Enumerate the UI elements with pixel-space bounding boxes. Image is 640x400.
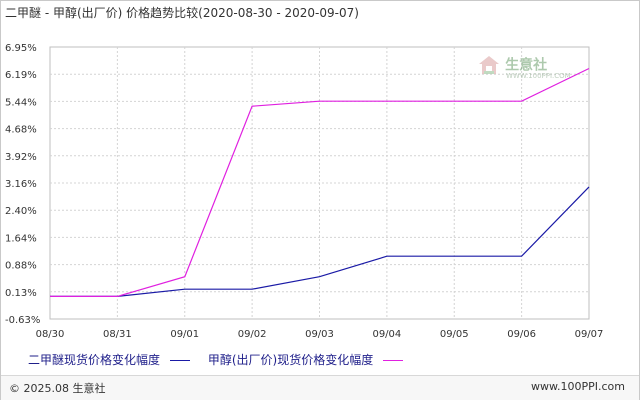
chart-title: 二甲醚 - 甲醇(出厂价) 价格趋势比较(2020-08-30 - 2020-0… (5, 6, 359, 20)
x-tick-label: 09/05 (440, 329, 469, 340)
y-tick-label: 4.68% (5, 125, 37, 136)
y-tick-label: 1.64% (5, 233, 37, 244)
y-tick-label: 3.16% (5, 179, 37, 190)
legend-item-2: 甲醇(出厂价)现货价格变化幅度 (207, 351, 404, 368)
x-tick-label: 09/06 (507, 329, 536, 340)
house-logo-icon (479, 55, 499, 74)
y-tick-label: 6.19% (5, 70, 37, 81)
x-tick-label: 08/30 (36, 329, 65, 340)
legend-label-1: 二甲醚现货价格变化幅度 (28, 353, 161, 367)
x-axis-ticks: 08/30 08/31 09/01 09/02 09/03 09/04 09/05 09/06… (36, 329, 604, 340)
y-tick-label: 2.40% (5, 206, 37, 217)
footer: © 2025.08 生意社 www.100PPI.com (1, 375, 639, 400)
legend-line-1 (170, 360, 191, 361)
y-tick-label: 0.13% (5, 288, 37, 299)
y-tick-label: 6.95% (5, 43, 37, 54)
watermark-text: 生意社 (505, 57, 548, 74)
x-tick-label: 08/31 (103, 329, 132, 340)
site-url-link[interactable]: www.100PPI.com (531, 380, 625, 393)
legend: 二甲醚现货价格变化幅度 甲醇(出厂价)现货价格变化幅度 (28, 351, 417, 368)
x-tick-label: 09/03 (305, 329, 334, 340)
series-line-2 (50, 67, 590, 297)
legend-item-1: 二甲醚现货价格变化幅度 (28, 351, 191, 368)
series-line-1 (50, 186, 590, 297)
y-tick-label: -0.63% (5, 315, 40, 326)
y-tick-label: 3.92% (5, 152, 37, 163)
grid (49, 46, 590, 320)
series-lines (50, 67, 590, 297)
legend-label-2: 甲醇(出厂价)现货价格变化幅度 (207, 353, 374, 367)
y-tick-label: 5.44% (5, 97, 37, 108)
x-tick-label: 09/01 (170, 329, 199, 340)
watermark-url: WWW.100PPI.COM (506, 72, 571, 80)
x-tick-label: 09/02 (238, 329, 267, 340)
y-axis-ticks: 6.95% 6.19% 5.44% 4.68% 3.92% 3.16% 2.40% 1.64%… (5, 43, 40, 326)
x-tick-label: 09/04 (372, 329, 401, 340)
copyright-text: © 2025.08 生意社 (9, 382, 106, 395)
x-tick-label: 09/07 (575, 329, 604, 340)
watermark-logo: 生意社 WWW.100PPI.COM (478, 54, 571, 80)
y-tick-label: 0.88% (5, 261, 37, 272)
legend-line-2 (383, 360, 404, 361)
